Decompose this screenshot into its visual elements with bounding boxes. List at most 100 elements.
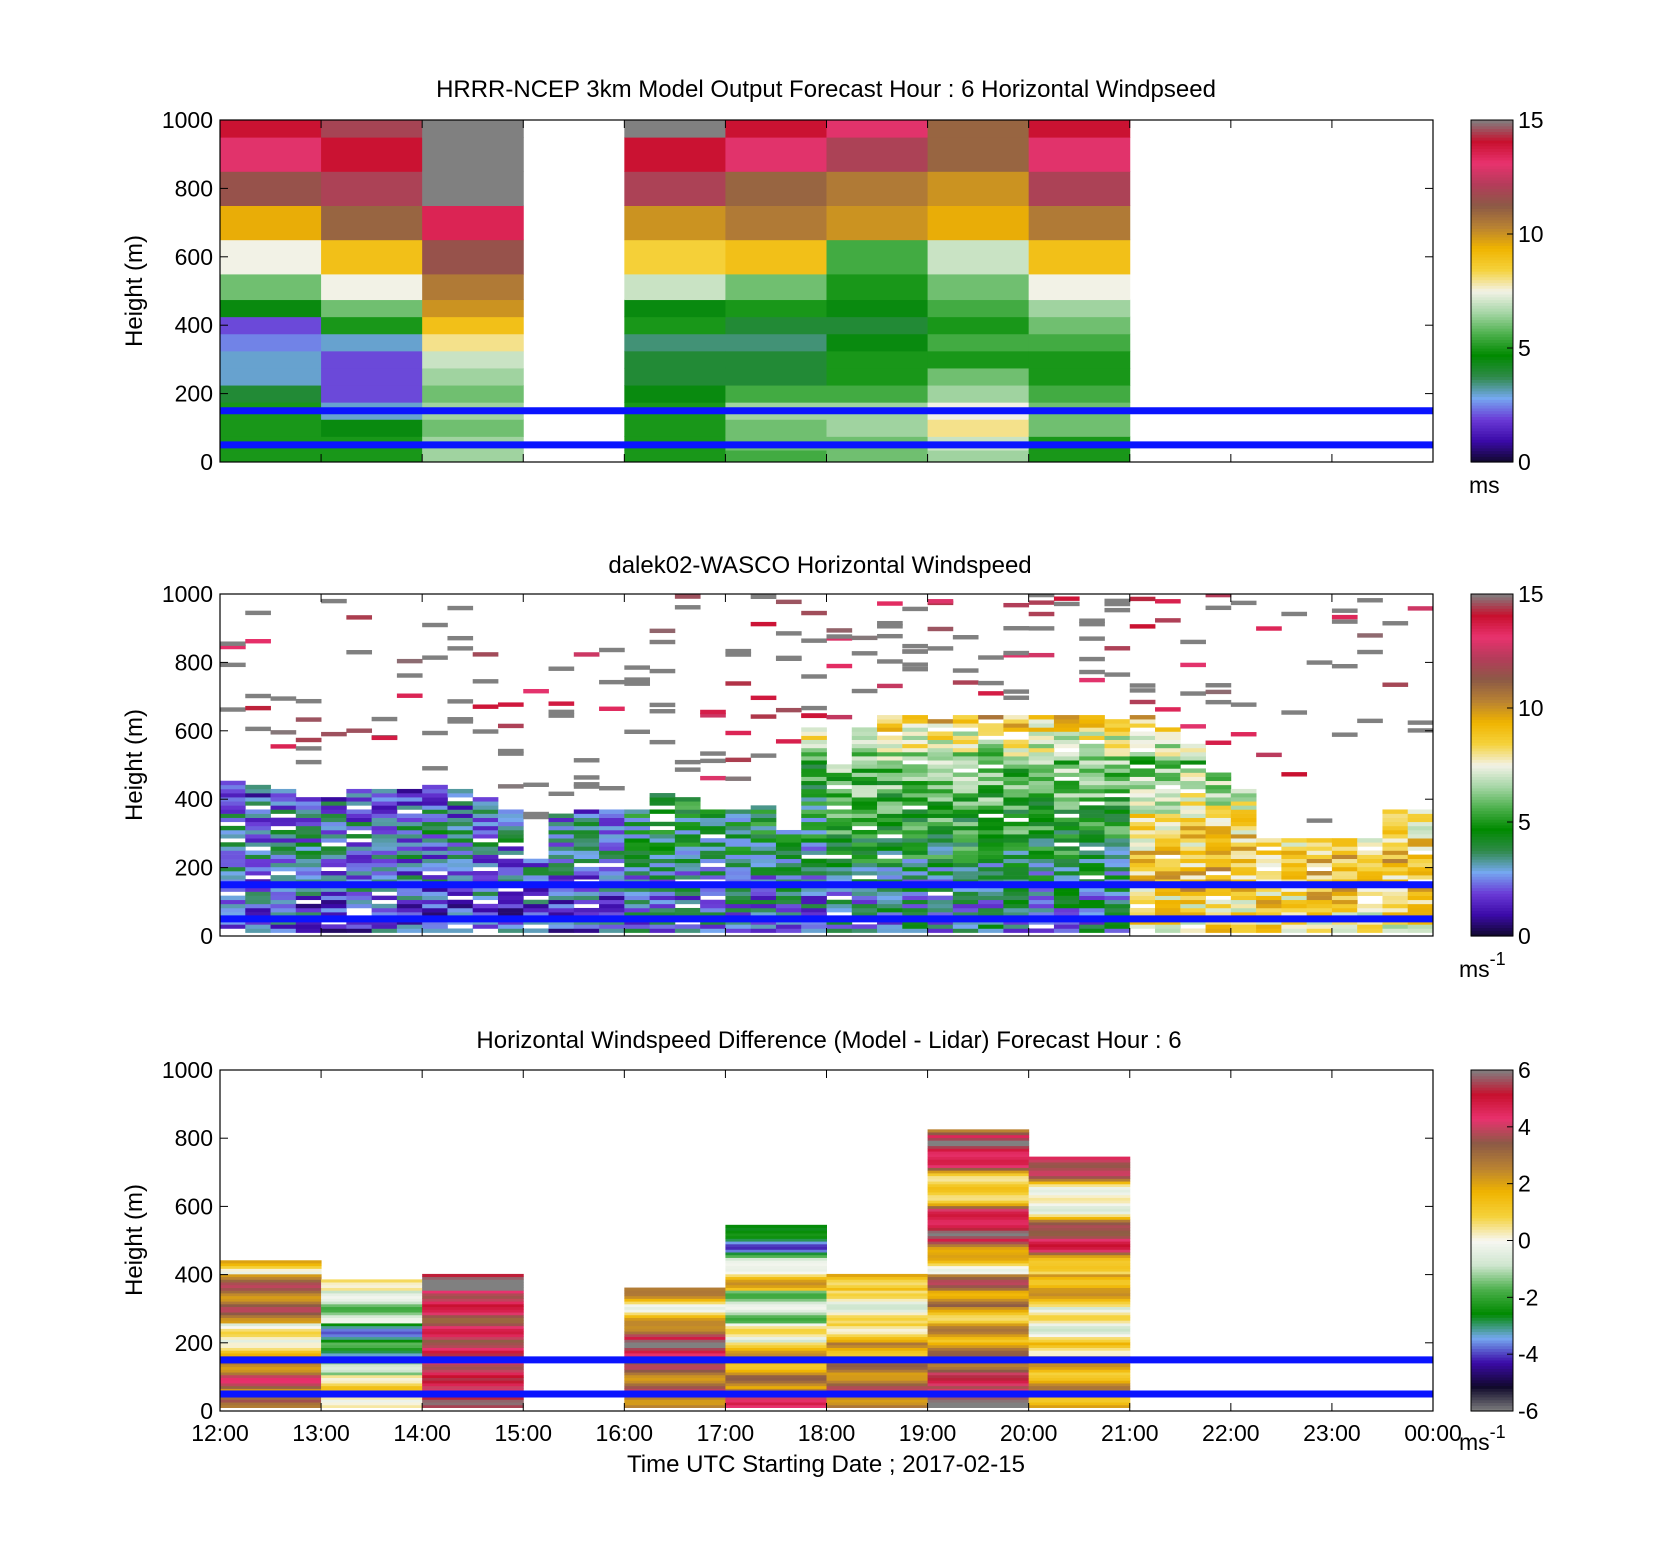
- heatmap-cell: [295, 821, 322, 827]
- heatmap-cell: [295, 846, 322, 851]
- heatmap-cell: [1053, 731, 1080, 736]
- heatmap-cell: [422, 1402, 524, 1406]
- heatmap-cell: [422, 316, 524, 335]
- heatmap-cell: [851, 924, 878, 929]
- heatmap-cell: [801, 801, 827, 806]
- heatmap-cell: [1079, 768, 1105, 773]
- heatmap-cell: [826, 817, 853, 823]
- heatmap-cell: [1003, 871, 1030, 876]
- heatmap-cell: [1003, 760, 1030, 765]
- heatmap-cell: [1028, 772, 1055, 777]
- heatmap-cell: [422, 907, 448, 913]
- heatmap-cell: [1104, 672, 1131, 677]
- heatmap-cell: [1155, 871, 1181, 876]
- colorbar-segment: [1471, 157, 1513, 161]
- heatmap-cell: [952, 928, 979, 933]
- heatmap-cell: [1129, 688, 1156, 693]
- colorbar-segment: [1471, 1317, 1513, 1321]
- heatmap-cell: [927, 1205, 1030, 1209]
- heatmap-cell: [371, 912, 398, 917]
- heatmap-cell: [422, 1347, 524, 1351]
- heatmap-cell: [1104, 743, 1131, 749]
- heatmap-cell: [1256, 858, 1282, 864]
- heatmap-cell: [649, 862, 676, 868]
- heatmap-cell: [447, 875, 474, 880]
- heatmap-cell: [775, 871, 802, 876]
- heatmap-cell: [1028, 1301, 1131, 1305]
- heatmap-cell: [1155, 813, 1181, 818]
- heatmap-cell: [624, 677, 651, 682]
- heatmap-cell: [775, 912, 802, 917]
- heatmap-cell: [422, 367, 524, 386]
- heatmap-cell: [1357, 850, 1383, 855]
- heatmap-cell: [1104, 719, 1131, 724]
- heatmap-cell: [978, 731, 1004, 736]
- heatmap-cell: [1155, 928, 1181, 933]
- heatmap-cell: [1028, 1284, 1131, 1288]
- heatmap-cell: [1104, 772, 1131, 777]
- heatmap-cell: [750, 829, 777, 835]
- heatmap-cell: [1281, 871, 1308, 876]
- colorbar-segment: [1471, 1408, 1513, 1412]
- heatmap-cell: [295, 737, 322, 743]
- heatmap-cell: [245, 693, 271, 699]
- heatmap-cell: [1331, 850, 1358, 855]
- heatmap-cell: [422, 866, 448, 872]
- heatmap-cell: [725, 858, 752, 864]
- heatmap-cell: [1079, 854, 1105, 860]
- heatmap-cell: [1028, 239, 1131, 275]
- heatmap-cell: [573, 920, 600, 925]
- colorbar-segment: [1471, 611, 1513, 615]
- heatmap-cell: [295, 895, 322, 901]
- heatmap-cell: [801, 743, 827, 749]
- heatmap-cell: [1306, 818, 1333, 823]
- heatmap-cell: [902, 772, 928, 777]
- heatmap-cell: [422, 924, 448, 929]
- heatmap-cell: [422, 171, 524, 206]
- heatmap-cell: [826, 1314, 929, 1318]
- heatmap-cell: [700, 713, 726, 718]
- heatmap-cell: [1357, 907, 1383, 913]
- heatmap-cell: [245, 895, 271, 901]
- heatmap-cell: [877, 850, 903, 855]
- x-tick-label: 20:00: [1000, 1420, 1058, 1446]
- heatmap-cell: [321, 1369, 423, 1373]
- heatmap-cell: [725, 648, 752, 654]
- heatmap-cell: [978, 739, 1004, 745]
- colorbar-segment: [1471, 1078, 1513, 1082]
- heatmap-cell: [1053, 912, 1080, 917]
- colorbar-segment: [1471, 696, 1513, 701]
- heatmap-cell: [422, 842, 448, 847]
- colorbar-segment: [1471, 168, 1513, 172]
- heatmap-cell: [927, 1350, 1030, 1354]
- heatmap-cell: [624, 813, 651, 818]
- colorbar-segment: [1471, 898, 1513, 903]
- heatmap-cell: [902, 797, 928, 802]
- heatmap-cell: [1382, 829, 1409, 835]
- heatmap-cell: [321, 1320, 423, 1324]
- heatmap-cell: [1028, 805, 1055, 810]
- heatmap-cell: [422, 1363, 524, 1368]
- heatmap-cell: [877, 838, 903, 843]
- colorbar-frame: [1470, 119, 1514, 463]
- heatmap-cell: [674, 850, 701, 855]
- heatmap-cell: [497, 813, 524, 818]
- heatmap-cell: [826, 1325, 929, 1329]
- heatmap-cell: [1155, 907, 1181, 913]
- heatmap-cell: [725, 1263, 827, 1267]
- colorbar-segment: [1471, 676, 1513, 681]
- heatmap-cell: [902, 723, 928, 728]
- heatmap-cell: [321, 829, 347, 835]
- heatmap-cell: [927, 1383, 1030, 1387]
- heatmap-cell: [775, 907, 802, 913]
- colorbar-segment: [1471, 1337, 1513, 1341]
- heatmap-cell: [725, 1246, 827, 1250]
- heatmap-cell: [927, 419, 1030, 437]
- heatmap-cell: [1028, 1388, 1131, 1392]
- heatmap-cell: [1028, 793, 1055, 798]
- heatmap-cell: [826, 842, 853, 847]
- heatmap-cell: [927, 1249, 1030, 1253]
- heatmap-cell: [396, 829, 423, 835]
- heatmap-cell: [1230, 817, 1257, 823]
